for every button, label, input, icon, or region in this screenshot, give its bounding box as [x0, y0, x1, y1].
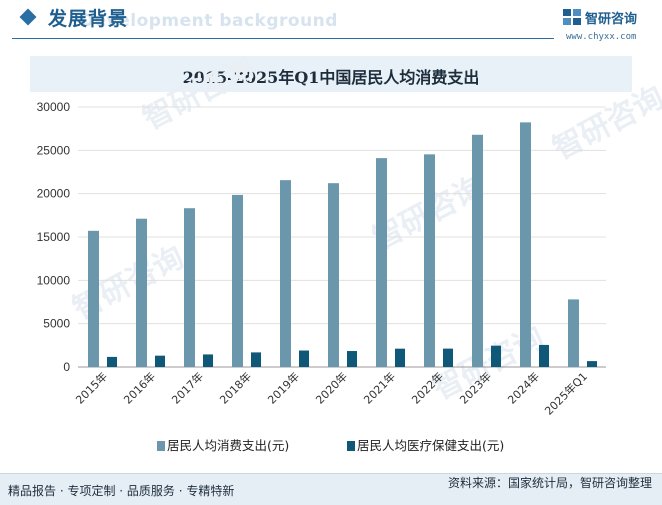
y-tick-label: 5000 — [43, 317, 70, 331]
watermark-text: 智研咨询 — [547, 80, 662, 167]
brand-url: www.chyxx.com — [566, 32, 637, 42]
x-tick-label: 2017年 — [169, 369, 206, 406]
consumption-bar — [328, 183, 339, 367]
legend-label: 居民人均医疗保健支出(元) — [357, 438, 504, 453]
y-tick-label: 0 — [63, 360, 70, 374]
healthcare-bar — [203, 354, 213, 367]
chart-title-panel: 2015-2025年Q1中国居民人均消费支出 — [30, 56, 632, 92]
y-tick-label: 25000 — [37, 143, 71, 157]
consumption-bar — [376, 158, 387, 367]
x-tick-label: 2015年 — [73, 369, 110, 406]
page-footer: 精品报告 · 专项定制 · 品质服务 · 专精特新 资料来源：国家统计局，智研咨… — [0, 473, 662, 505]
section-title: 发展背景 — [48, 8, 129, 30]
y-tick-label: 30000 — [37, 100, 71, 114]
bar-chart: 智研咨询智研咨询智研咨询智研咨询智研咨询05000100001500020000… — [37, 50, 662, 453]
brand-logo-icon — [563, 9, 581, 25]
healthcare-bar — [539, 344, 549, 367]
healthcare-bar — [299, 350, 309, 367]
consumption-bar — [424, 154, 435, 367]
legend-swatch — [157, 441, 165, 451]
healthcare-bar — [587, 361, 597, 367]
healthcare-bar — [347, 351, 357, 367]
legend-swatch — [347, 441, 355, 451]
x-tick-label: 2021年 — [361, 369, 398, 406]
healthcare-bar — [395, 348, 405, 367]
brand-name: 智研咨询 — [585, 12, 638, 27]
y-tick-label: 10000 — [37, 273, 71, 287]
healthcare-bar — [107, 356, 117, 367]
page-header: Development background 发展背景 智研咨询 www.chy… — [0, 0, 662, 44]
consumption-bar — [184, 208, 195, 367]
y-tick-label: 15000 — [37, 230, 71, 244]
x-tick-label: 2016年 — [121, 369, 158, 406]
healthcare-bar — [251, 352, 261, 367]
consumption-bar — [280, 180, 291, 367]
x-tick-label: 2025年Q1 — [542, 369, 591, 418]
y-tick-label: 20000 — [37, 187, 71, 201]
healthcare-bar — [443, 348, 453, 367]
healthcare-bar — [155, 355, 165, 367]
consumption-bar — [232, 194, 243, 367]
consumption-bar — [520, 122, 531, 367]
consumption-bar — [472, 134, 483, 367]
footer-tagline: 精品报告 · 专项定制 · 品质服务 · 专精特新 — [8, 484, 235, 498]
legend-label: 居民人均消费支出(元) — [167, 438, 289, 453]
watermark-text: 智研咨询 — [67, 240, 189, 327]
x-tick-label: 2018年 — [217, 369, 254, 406]
consumption-bar — [88, 230, 99, 367]
watermark-text: 智研咨询 — [137, 50, 259, 137]
x-tick-label: 2024年 — [505, 369, 542, 406]
x-tick-label: 2020年 — [313, 369, 350, 406]
consumption-bar — [568, 299, 579, 367]
x-tick-label: 2019年 — [265, 369, 302, 406]
header-divider — [12, 38, 554, 39]
chart-title: 2015-2025年Q1中国居民人均消费支出 — [182, 68, 480, 87]
header-watermark: Development background — [80, 11, 338, 31]
healthcare-bar — [491, 345, 501, 367]
footer-source: 资料来源：国家统计局，智研咨询整理 — [447, 476, 652, 490]
consumption-bar — [136, 218, 147, 367]
